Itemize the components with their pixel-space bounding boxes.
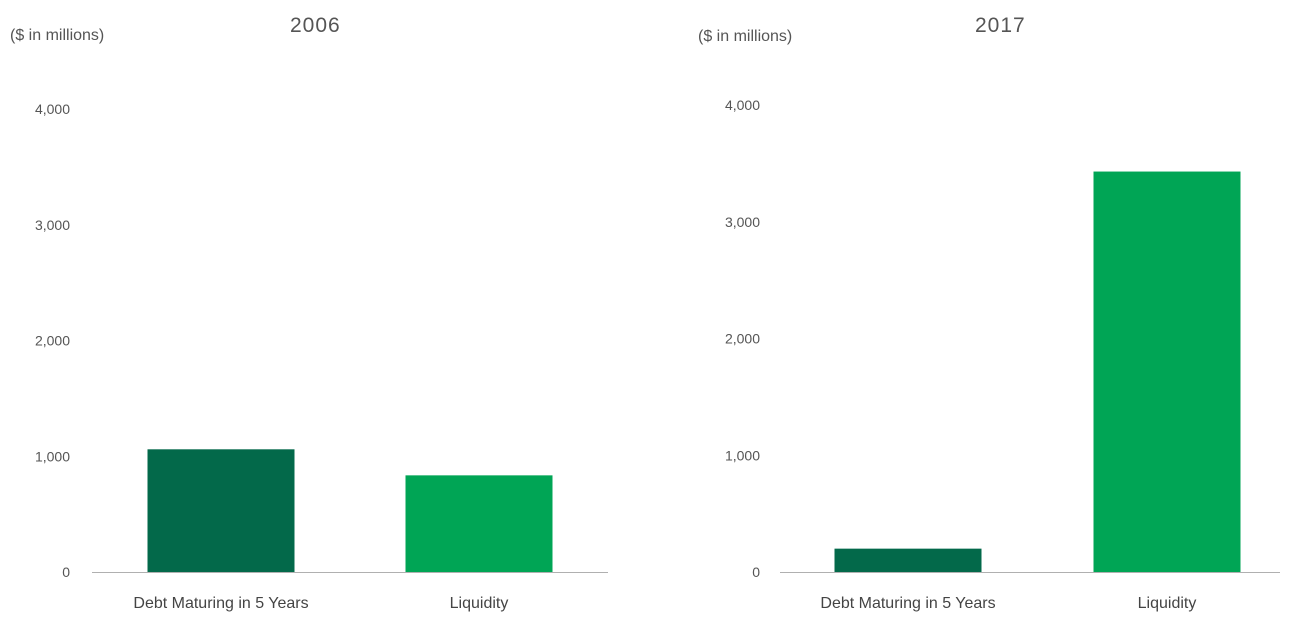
y-tick-label: 0	[752, 564, 760, 580]
y-tick-label: 1,000	[35, 448, 70, 464]
y-tick-label: 3,000	[35, 217, 70, 233]
y-tick-label: 2,000	[725, 331, 760, 347]
x-category-label: Debt Maturing in 5 Years	[133, 595, 308, 612]
x-category-label: Liquidity	[450, 595, 509, 612]
x-category-label: Liquidity	[1138, 595, 1197, 612]
y-tick-label: 0	[62, 564, 70, 580]
bar-liquidity	[405, 475, 553, 572]
chart-2006: ($ in millions) 2006 0 1,000 2,000 3,000 4,0…	[0, 0, 640, 618]
y-unit-label: ($ in millions)	[698, 28, 793, 45]
x-category-label: Debt Maturing in 5 Years	[820, 595, 995, 612]
bar-debt-maturing-in-5-years	[834, 548, 982, 572]
bar-liquidity	[1093, 171, 1241, 573]
chart-plot-area: 0 1,000 2,000 3,000 4,000 Debt Maturing in 5 …	[725, 97, 1280, 612]
y-tick-label: 2,000	[35, 333, 70, 349]
y-tick-label: 4,000	[35, 101, 70, 117]
chart-title: 2017	[975, 14, 1026, 37]
y-tick-label: 4,000	[725, 97, 760, 113]
chart-2017: ($ in millions) 2017 0 1,000 2,000 3,000 4,0…	[680, 0, 1296, 618]
chart-title: 2006	[290, 14, 341, 37]
y-unit-label: ($ in millions)	[10, 27, 105, 44]
chart-plot-area: 0 1,000 2,000 3,000 4,000 Debt Maturing in 5 …	[35, 101, 608, 612]
bar-debt-maturing-in-5-years	[147, 449, 295, 572]
y-tick-label: 1,000	[725, 447, 760, 463]
y-tick-label: 3,000	[725, 214, 760, 230]
